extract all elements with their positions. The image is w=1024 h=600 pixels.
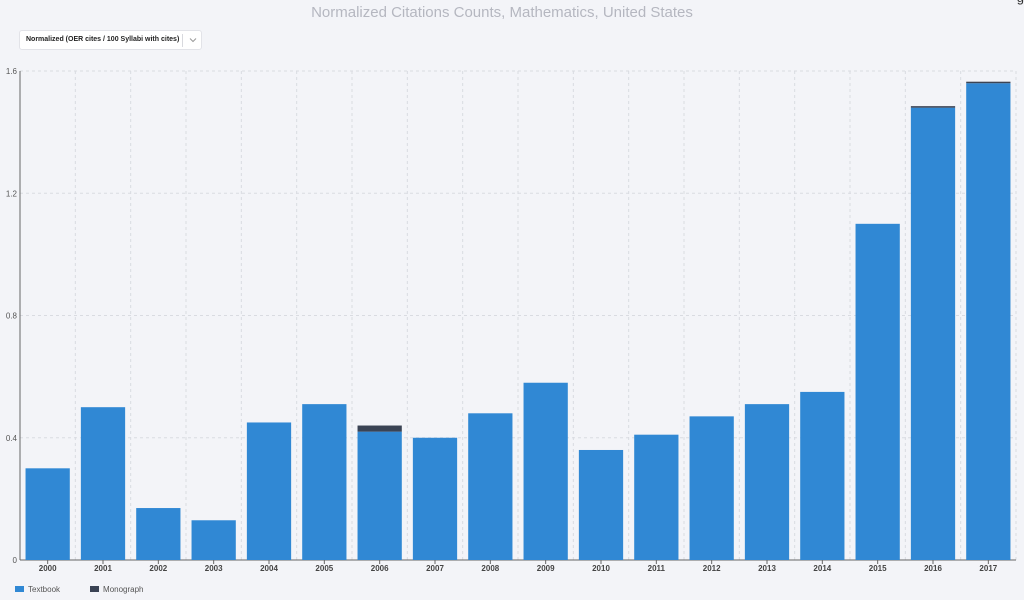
bar-textbook-2004 [246, 422, 292, 560]
bar-textbook-2007 [412, 437, 458, 560]
x-tick-label: 2012 [703, 564, 721, 573]
bar-textbook-2001 [80, 407, 126, 560]
y-tick-label: 1.2 [6, 189, 18, 198]
x-tick-label: 2007 [426, 564, 444, 573]
legend-label-monograph: Monograph [103, 584, 144, 594]
x-tick-label: 2008 [481, 564, 499, 573]
x-tick-label: 2000 [39, 564, 57, 573]
x-tick-label: 2002 [149, 564, 167, 573]
legend-item-monograph[interactable]: Monograph [90, 584, 144, 594]
x-tick-label: 2010 [592, 564, 610, 573]
x-tick-label: 2013 [758, 564, 776, 573]
bar-textbook-2006 [357, 431, 402, 560]
y-tick-label: 0.4 [6, 434, 18, 443]
chart-title: Normalized Citations Counts, Mathematics… [311, 4, 693, 21]
corner-glyph: g [1017, 0, 1024, 5]
bar-monograph-2016 [910, 106, 956, 108]
bar-textbook-2003 [191, 520, 236, 560]
x-tick-label: 2003 [205, 564, 223, 573]
bar-textbook-2013 [744, 404, 790, 560]
legend: Textbook Monograph [15, 583, 174, 595]
bar-textbook-2002 [136, 508, 181, 560]
chevron-down-icon[interactable] [187, 34, 199, 46]
bar-textbook-2014 [800, 391, 845, 560]
legend-swatch-monograph [90, 586, 100, 592]
x-tick-label: 2009 [537, 564, 555, 573]
bar-textbook-2010 [578, 449, 624, 560]
bar-textbook-2012 [689, 416, 734, 560]
dropdown-separator [182, 34, 183, 47]
dropdown-selected-value: Normalized (OER cites / 100 Syllabi with… [26, 36, 180, 43]
y-tick-label: 0 [13, 556, 18, 565]
bar-textbook-2000 [25, 468, 70, 560]
x-tick-label: 2011 [648, 564, 666, 573]
y-tick-label: 0.8 [6, 312, 18, 321]
legend-label-textbook: Textbook [28, 584, 61, 594]
x-tick-label: 2014 [813, 564, 831, 573]
legend-item-textbook[interactable]: Textbook [15, 585, 60, 594]
x-tick-label: 2006 [371, 564, 389, 573]
x-tick-label: 2005 [315, 564, 333, 573]
bar-textbook-2009 [523, 382, 568, 560]
normalization-dropdown[interactable]: Normalized (OER cites / 100 Syllabi with… [19, 30, 202, 50]
y-tick-label: 1.6 [6, 67, 18, 76]
legend-swatch-textbook [15, 586, 24, 592]
bar-monograph-2017 [966, 81, 1011, 84]
bar-textbook-2015 [855, 223, 900, 560]
bar-textbook-2017 [966, 83, 1011, 560]
x-tick-label: 2001 [94, 564, 112, 573]
bar-monograph-2006 [357, 425, 402, 432]
x-tick-label: 2017 [979, 564, 997, 573]
x-tick-label: 2016 [924, 564, 942, 573]
bar-textbook-2008 [468, 413, 513, 560]
x-tick-label: 2004 [260, 564, 278, 573]
bar-textbook-2011 [634, 434, 679, 560]
bar-textbook-2016 [910, 107, 956, 561]
x-tick-label: 2015 [869, 564, 887, 573]
bar-textbook-2005 [302, 404, 347, 560]
